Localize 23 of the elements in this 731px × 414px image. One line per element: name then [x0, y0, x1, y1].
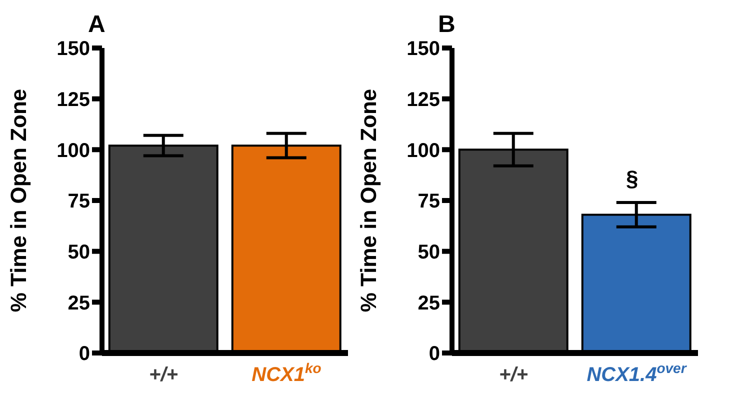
y-tick-label: 25 [418, 292, 440, 314]
y-tick-label: 25 [68, 292, 90, 314]
y-axis-title: % Time in Open Zone [356, 88, 381, 312]
y-tick-label: 0 [428, 343, 440, 366]
chart-title: A [88, 11, 106, 38]
y-tick-label: 0 [78, 343, 90, 366]
y-tick-label: 100 [406, 140, 440, 162]
y-tick-label: 75 [418, 190, 440, 213]
y-tick-label: 150 [406, 38, 440, 60]
x-tick-label: +/+ [149, 364, 178, 386]
y-axis-title: % Time in Open Zone [6, 88, 31, 312]
x-tick-label: +/+ [499, 364, 528, 386]
y-tick-label: 125 [406, 88, 440, 111]
chart-title: B [438, 11, 456, 38]
annotation: § [626, 166, 638, 192]
y-tick-label: 150 [56, 38, 90, 60]
y-tick-label: 100 [56, 140, 90, 162]
y-tick-label: 50 [68, 241, 90, 264]
x-tick-label: NCX1.4$^{over}$ [586, 360, 688, 386]
y-tick-label: 125 [56, 88, 90, 111]
y-tick-label: 75 [68, 190, 90, 213]
x-tick-label: NCX1$^{ko}$ [252, 360, 322, 386]
y-tick-label: 50 [418, 241, 440, 264]
